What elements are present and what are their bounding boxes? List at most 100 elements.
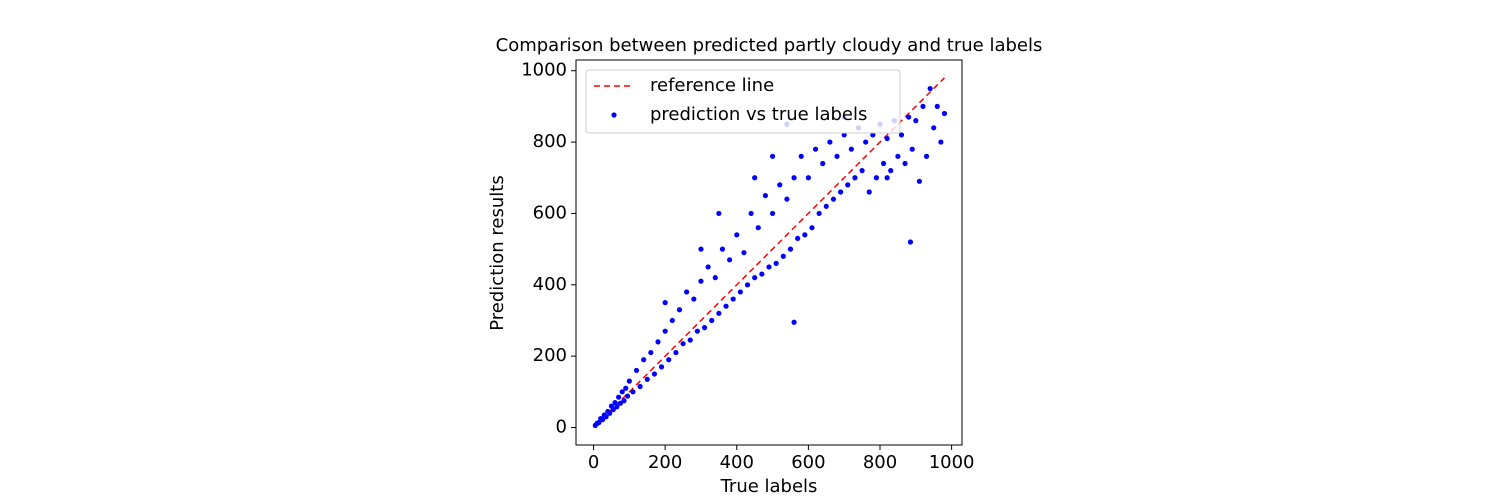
scatter-point <box>787 246 794 252</box>
scatter-point <box>610 407 616 413</box>
scatter-point <box>938 139 944 145</box>
scatter-point <box>621 398 627 404</box>
scatter-point <box>624 393 631 399</box>
scatter-point <box>676 307 683 313</box>
scatter-point <box>655 339 661 345</box>
y-tick-label: 200 <box>533 345 567 366</box>
x-tick-label: 600 <box>791 452 825 473</box>
chart-title: Comparison between predicted partly clou… <box>496 35 1043 56</box>
legend-marker <box>611 112 617 118</box>
scatter-point <box>934 103 940 109</box>
scatter-point <box>769 153 776 159</box>
scatter-point <box>909 146 915 152</box>
scatter-point <box>623 385 629 391</box>
y-tick-label: 400 <box>533 274 567 295</box>
scatter-point <box>684 289 690 295</box>
scatter-point <box>941 110 948 117</box>
scatter-point <box>777 182 783 188</box>
scatter-point <box>741 250 747 256</box>
scatter-point <box>723 303 729 309</box>
scatter-point <box>838 189 844 195</box>
scatter-point <box>913 118 919 124</box>
scatter-point <box>784 196 790 202</box>
scatter-point <box>648 349 654 356</box>
scatter-point <box>884 135 890 142</box>
scatter-point <box>898 132 905 138</box>
scatter-point <box>866 189 872 195</box>
scatter-point <box>827 139 833 145</box>
scatter-point <box>633 367 640 374</box>
scatter-point <box>812 146 819 152</box>
x-tick-label: 0 <box>588 452 599 473</box>
scatter-point <box>880 160 887 167</box>
scatter-point <box>906 114 912 120</box>
scatter-point <box>873 175 880 181</box>
scatter-point <box>619 389 625 395</box>
scatter-point <box>916 178 922 184</box>
scatter-point <box>809 225 815 231</box>
x-tick-label: 400 <box>720 452 754 473</box>
scatter-point <box>716 210 722 217</box>
scatter-point <box>662 328 668 334</box>
scatter-point <box>923 153 930 159</box>
scatter-point <box>773 260 779 266</box>
y-tick-label: 0 <box>556 417 567 438</box>
scatter-point <box>852 175 858 181</box>
scatter-point <box>612 399 618 406</box>
scatter-point <box>927 85 933 92</box>
scatter-point <box>691 296 697 302</box>
scatter-point <box>830 196 837 202</box>
scatter-point <box>805 175 811 181</box>
scatter-point <box>931 125 937 131</box>
scatter-point <box>719 246 726 252</box>
scatter-point <box>737 289 743 295</box>
scatter-point <box>859 168 865 174</box>
scatter-point <box>902 160 908 167</box>
scatter-point <box>920 103 926 109</box>
scatter-point <box>680 341 686 347</box>
scatter-point <box>716 310 722 316</box>
scatter-point <box>709 317 715 324</box>
scatter-point <box>607 410 613 416</box>
y-tick-label: 800 <box>533 131 567 152</box>
scatter-point <box>845 182 851 188</box>
scatter-point <box>791 319 797 325</box>
scatter-point <box>596 419 602 426</box>
scatter-point <box>780 253 786 259</box>
x-axis-label: True labels <box>720 476 818 497</box>
x-tick-label: 800 <box>863 452 897 473</box>
scatter-point <box>744 282 751 288</box>
scatter-point <box>798 153 804 159</box>
y-axis-label: Prediction results <box>487 175 508 330</box>
scatter-point <box>769 210 776 217</box>
scatter-point <box>637 383 643 390</box>
scatter-point <box>752 275 758 281</box>
scatter-point <box>823 203 829 209</box>
scatter-point <box>848 146 854 152</box>
scatter-point <box>701 325 708 331</box>
scatter-point <box>884 175 890 181</box>
y-tick-label: 600 <box>533 202 567 223</box>
legend-label: reference line <box>650 75 774 96</box>
scatter-point <box>748 210 754 217</box>
scatter-point <box>705 264 711 270</box>
scatter-point <box>863 139 869 145</box>
scatter-point <box>673 349 679 356</box>
scatter-point <box>662 300 668 306</box>
scatter-point <box>766 264 772 270</box>
scatter-point <box>658 364 665 370</box>
scatter-point <box>802 232 808 238</box>
scatter-point <box>687 337 693 343</box>
scatter-point <box>644 376 650 382</box>
scatter-point <box>759 271 765 277</box>
scatter-point <box>630 389 636 395</box>
scatter-point <box>841 132 847 138</box>
scatter-point <box>730 296 736 302</box>
scatter-point <box>816 210 822 217</box>
scatter-point <box>895 153 901 159</box>
scatter-point <box>669 317 675 324</box>
scatter-point <box>666 357 672 363</box>
scatter-point <box>888 168 894 174</box>
y-tick-label: 1000 <box>521 60 567 81</box>
